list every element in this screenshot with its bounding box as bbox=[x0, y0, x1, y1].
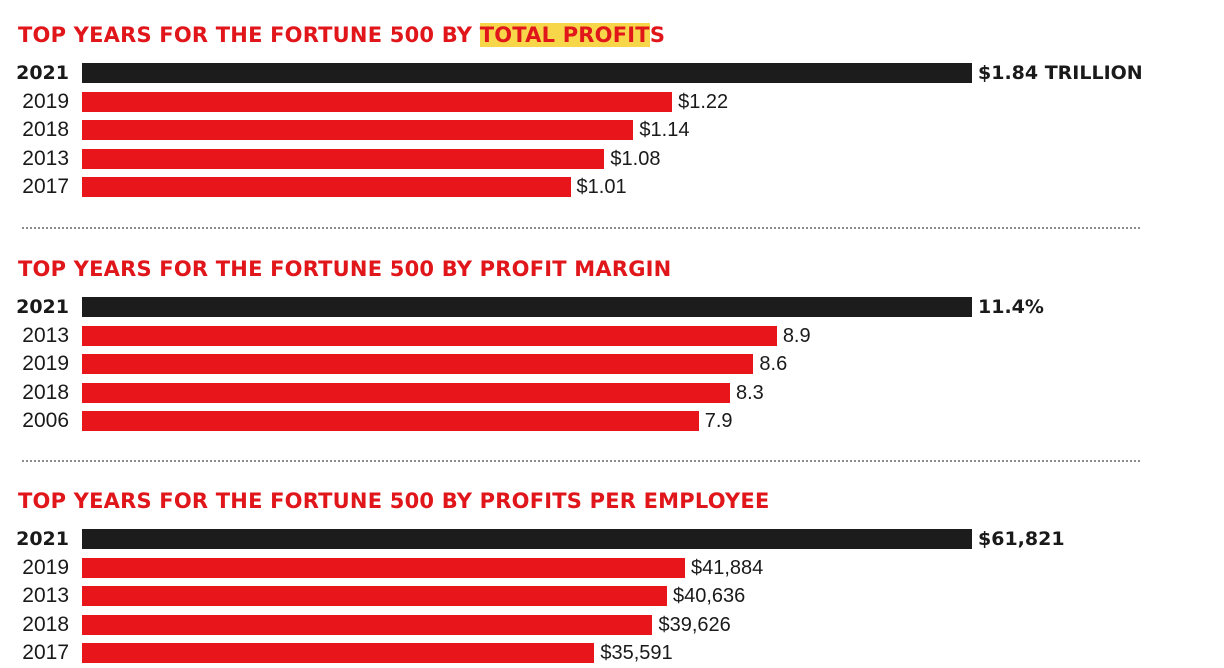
title-text: S bbox=[649, 23, 666, 47]
bar bbox=[82, 411, 699, 431]
value-label: 7.9 bbox=[704, 410, 733, 432]
bar bbox=[82, 91, 673, 112]
year-label: 2019 bbox=[22, 555, 69, 579]
title-highlight: TOTAL PROFIT bbox=[479, 23, 650, 47]
bar bbox=[82, 382, 730, 403]
value-label: $1.84 TRILLION bbox=[978, 62, 1143, 84]
value-label: $1.14 bbox=[639, 119, 690, 141]
year-label: 2013 bbox=[22, 584, 69, 607]
bar-row: 2017 $1.01 bbox=[0, 175, 1224, 199]
year-label: 2019 bbox=[22, 89, 69, 113]
value-label: $40,636 bbox=[673, 585, 746, 607]
bar-row: 2021 11.4% bbox=[0, 296, 1224, 318]
bar bbox=[82, 297, 972, 317]
bar bbox=[82, 63, 972, 83]
year-label: 2021 bbox=[16, 528, 69, 550]
year-label: 2013 bbox=[22, 146, 69, 170]
chart-title: TOP YEARS FOR THE FORTUNE 500 BY PROFITS… bbox=[18, 488, 770, 514]
value-label: 11.4% bbox=[978, 296, 1044, 318]
bar-row: 2021 $1.84 TRILLION bbox=[0, 62, 1224, 84]
bar-row: 2018 $39,626 bbox=[0, 612, 1224, 636]
value-label: $1.01 bbox=[576, 176, 627, 198]
bar bbox=[82, 586, 667, 606]
value-label: 8.6 bbox=[759, 353, 788, 375]
year-label: 2021 bbox=[16, 62, 69, 84]
year-label: 2018 bbox=[22, 380, 69, 404]
bar bbox=[82, 557, 685, 578]
bar bbox=[82, 177, 571, 197]
title-text: TOP YEARS FOR THE FORTUNE 500 BY bbox=[18, 23, 480, 47]
bar-row: 2006 7.9 bbox=[0, 409, 1224, 433]
bar bbox=[82, 148, 605, 169]
year-label: 2021 bbox=[16, 296, 69, 318]
bar-row: 2018 $1.14 bbox=[0, 118, 1224, 142]
bar-row: 2018 8.3 bbox=[0, 380, 1224, 404]
year-label: 2006 bbox=[22, 409, 69, 432]
title-text: TOP YEARS FOR THE FORTUNE 500 BY PROFITS… bbox=[18, 489, 770, 513]
divider bbox=[22, 227, 1140, 229]
bar-row: 2019 $1.22 bbox=[0, 89, 1224, 113]
year-label: 2017 bbox=[22, 175, 69, 198]
chart-title: TOP YEARS FOR THE FORTUNE 500 BY TOTAL P… bbox=[18, 22, 665, 48]
bar bbox=[82, 643, 595, 663]
value-label: $35,591 bbox=[600, 642, 673, 664]
bar-row: 2019 8.6 bbox=[0, 352, 1224, 376]
bar bbox=[82, 120, 634, 140]
year-label: 2013 bbox=[22, 323, 69, 347]
bar-row: 2013 8.9 bbox=[0, 323, 1224, 347]
bar-row: 2013 $1.08 bbox=[0, 146, 1224, 170]
bar-row: 2013 $40,636 bbox=[0, 584, 1224, 608]
value-label: $1.08 bbox=[610, 147, 661, 170]
divider bbox=[22, 460, 1140, 462]
bar-row: 2021 $61,821 bbox=[0, 528, 1224, 550]
value-label: $41,884 bbox=[690, 556, 764, 579]
value-label: $61,821 bbox=[978, 528, 1065, 550]
value-label: 8.3 bbox=[735, 381, 764, 404]
bar bbox=[82, 529, 972, 549]
bar-row: 2019 $41,884 bbox=[0, 555, 1224, 579]
year-label: 2018 bbox=[22, 612, 69, 636]
value-label: $39,626 bbox=[658, 613, 731, 636]
value-label: $1.22 bbox=[678, 90, 729, 113]
bar bbox=[82, 614, 653, 635]
year-label: 2019 bbox=[22, 352, 69, 375]
title-text: TOP YEARS FOR THE FORTUNE 500 BY PROFIT … bbox=[18, 257, 672, 281]
year-label: 2017 bbox=[22, 641, 69, 664]
bar bbox=[82, 354, 754, 374]
year-label: 2018 bbox=[22, 118, 69, 141]
chart-title: TOP YEARS FOR THE FORTUNE 500 BY PROFIT … bbox=[18, 256, 671, 282]
value-label: 8.9 bbox=[782, 324, 811, 347]
bar bbox=[82, 325, 777, 346]
bar-row: 2017 $35,591 bbox=[0, 641, 1224, 665]
